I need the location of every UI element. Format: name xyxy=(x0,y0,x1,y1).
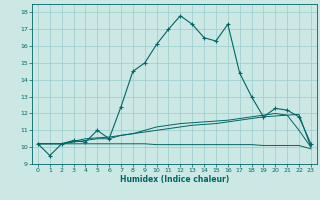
X-axis label: Humidex (Indice chaleur): Humidex (Indice chaleur) xyxy=(120,175,229,184)
